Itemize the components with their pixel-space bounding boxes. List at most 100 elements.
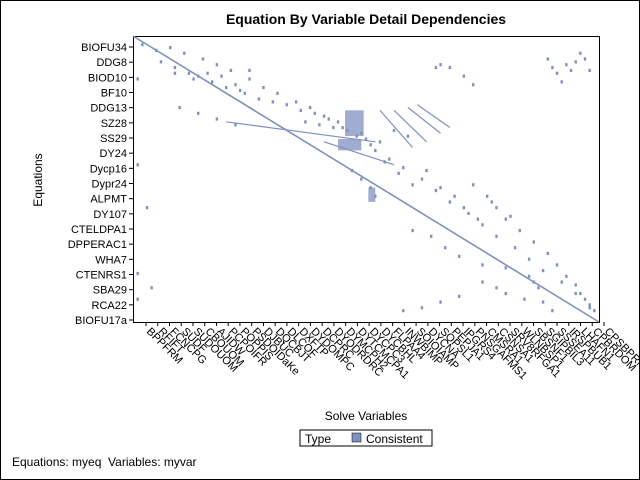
dependency-point-78 (462, 74, 466, 78)
dependency-point-28 (574, 291, 577, 296)
dependency-point-75 (434, 65, 438, 70)
dependency-streak-1 (393, 109, 427, 143)
legend-entry-consistent: Consistent (366, 432, 423, 446)
dependency-point-92 (518, 228, 521, 233)
legend-title: Type (305, 432, 331, 446)
dependency-point-40 (211, 80, 214, 84)
dependency-point-97 (574, 283, 577, 287)
dependency-point-35 (150, 286, 153, 290)
dependency-point-91 (504, 217, 507, 221)
y-tick-label-4: DDG13 (90, 103, 127, 115)
dependency-point-70 (425, 168, 428, 173)
dependency-point-36 (159, 60, 163, 64)
dependency-streak-2 (407, 107, 441, 134)
dependency-point-57 (304, 120, 307, 124)
dependency-point-107 (495, 286, 498, 290)
dependency-block-1 (338, 138, 362, 151)
dependency-point-52 (206, 71, 209, 75)
dependency-point-100 (588, 303, 591, 307)
dependency-point-121 (471, 183, 475, 187)
dependency-streak-5 (323, 141, 395, 166)
dependency-point-87 (579, 51, 582, 55)
dependency-point-21 (467, 211, 470, 216)
dependency-point-66 (406, 134, 410, 138)
y-tick-label-6: SS29 (100, 133, 127, 145)
dependency-point-5 (215, 63, 219, 67)
y-tick-label-11: DY107 (93, 209, 127, 221)
dependency-point-29 (588, 306, 591, 310)
dependency-point-102 (504, 291, 507, 296)
dependency-point-108 (458, 294, 461, 298)
dependency-point-69 (411, 183, 414, 187)
dependency-point-126 (430, 234, 433, 238)
dependency-point-114 (537, 286, 540, 290)
y-tick-label-9: Dypr24 (92, 179, 127, 191)
y-tick-label-0: BIOFU34 (81, 42, 127, 54)
dependency-point-59 (332, 126, 335, 130)
dependency-point-82 (555, 71, 559, 75)
dependency-point-120 (234, 123, 237, 127)
dependency-point-77 (448, 65, 452, 70)
y-tick-label-8: Dycp16 (90, 163, 127, 175)
dependency-point-89 (588, 68, 591, 73)
y-axis-label: Equations (31, 153, 45, 206)
dependency-point-1 (155, 48, 158, 52)
plot-area (132, 35, 600, 323)
dependency-point-123 (490, 200, 494, 204)
y-tick-label-12: CTELDPA1 (71, 224, 127, 236)
dependency-point-76 (439, 63, 442, 67)
dependency-point-48 (327, 117, 330, 121)
dependency-point-122 (485, 194, 489, 198)
dependency-point-98 (579, 291, 582, 296)
dependency-point-16 (388, 157, 391, 161)
dependency-point-37 (173, 65, 177, 70)
dependency-point-8 (262, 85, 265, 90)
x-axis-label: Solve Variables (325, 409, 408, 423)
dependency-streak-3 (416, 104, 451, 129)
dependency-point-81 (551, 65, 554, 70)
dependency-point-63 (369, 143, 372, 147)
dependency-point-10 (294, 100, 298, 104)
dependency-point-54 (234, 83, 237, 87)
dependency-point-38 (187, 71, 191, 75)
dependency-point-3 (183, 51, 186, 55)
dependency-point-39 (197, 74, 200, 78)
dependency-point-31 (136, 163, 139, 167)
dependency-point-113 (532, 280, 535, 284)
dependency-point-65 (392, 128, 396, 133)
dependency-point-17 (402, 166, 405, 170)
dependency-point-47 (313, 111, 316, 115)
dependency-point-42 (243, 91, 247, 95)
dependency-point-23 (495, 234, 498, 238)
dependency-point-9 (276, 91, 279, 95)
dependency-point-11 (308, 106, 312, 110)
dependency-point-94 (546, 251, 549, 256)
dependency-point-27 (560, 280, 563, 284)
dependency-point-6 (229, 68, 233, 73)
dependency-point-53 (220, 74, 223, 78)
y-tick-label-18: BIOFU17a (75, 315, 128, 327)
dependency-point-0 (141, 43, 144, 47)
dependency-point-128 (458, 254, 461, 258)
dependency-point-15 (374, 148, 377, 153)
dependency-point-43 (257, 97, 261, 101)
dependency-point-51 (192, 77, 195, 81)
dependency-point-30 (136, 77, 139, 81)
dependency-point-71 (439, 186, 442, 190)
dependency-point-14 (355, 134, 358, 138)
dependency-point-118 (197, 111, 200, 115)
y-tick-label-16: SBA29 (93, 285, 127, 297)
chart-title: Equation By Variable Detail Dependencies (226, 11, 506, 27)
dependency-point-96 (565, 274, 568, 278)
dependency-point-4 (201, 57, 205, 61)
dependency-point-110 (420, 306, 424, 310)
dependency-streak-0 (379, 109, 414, 148)
dependency-point-88 (583, 57, 587, 61)
dependency-point-79 (471, 83, 475, 87)
dependency-point-19 (434, 188, 438, 193)
dependency-point-13 (341, 126, 344, 130)
y-tick-label-2: BIOD10 (88, 72, 127, 84)
dependency-point-67 (383, 160, 386, 164)
y-tick-label-1: DDG8 (96, 57, 127, 69)
dependency-point-18 (420, 177, 424, 181)
